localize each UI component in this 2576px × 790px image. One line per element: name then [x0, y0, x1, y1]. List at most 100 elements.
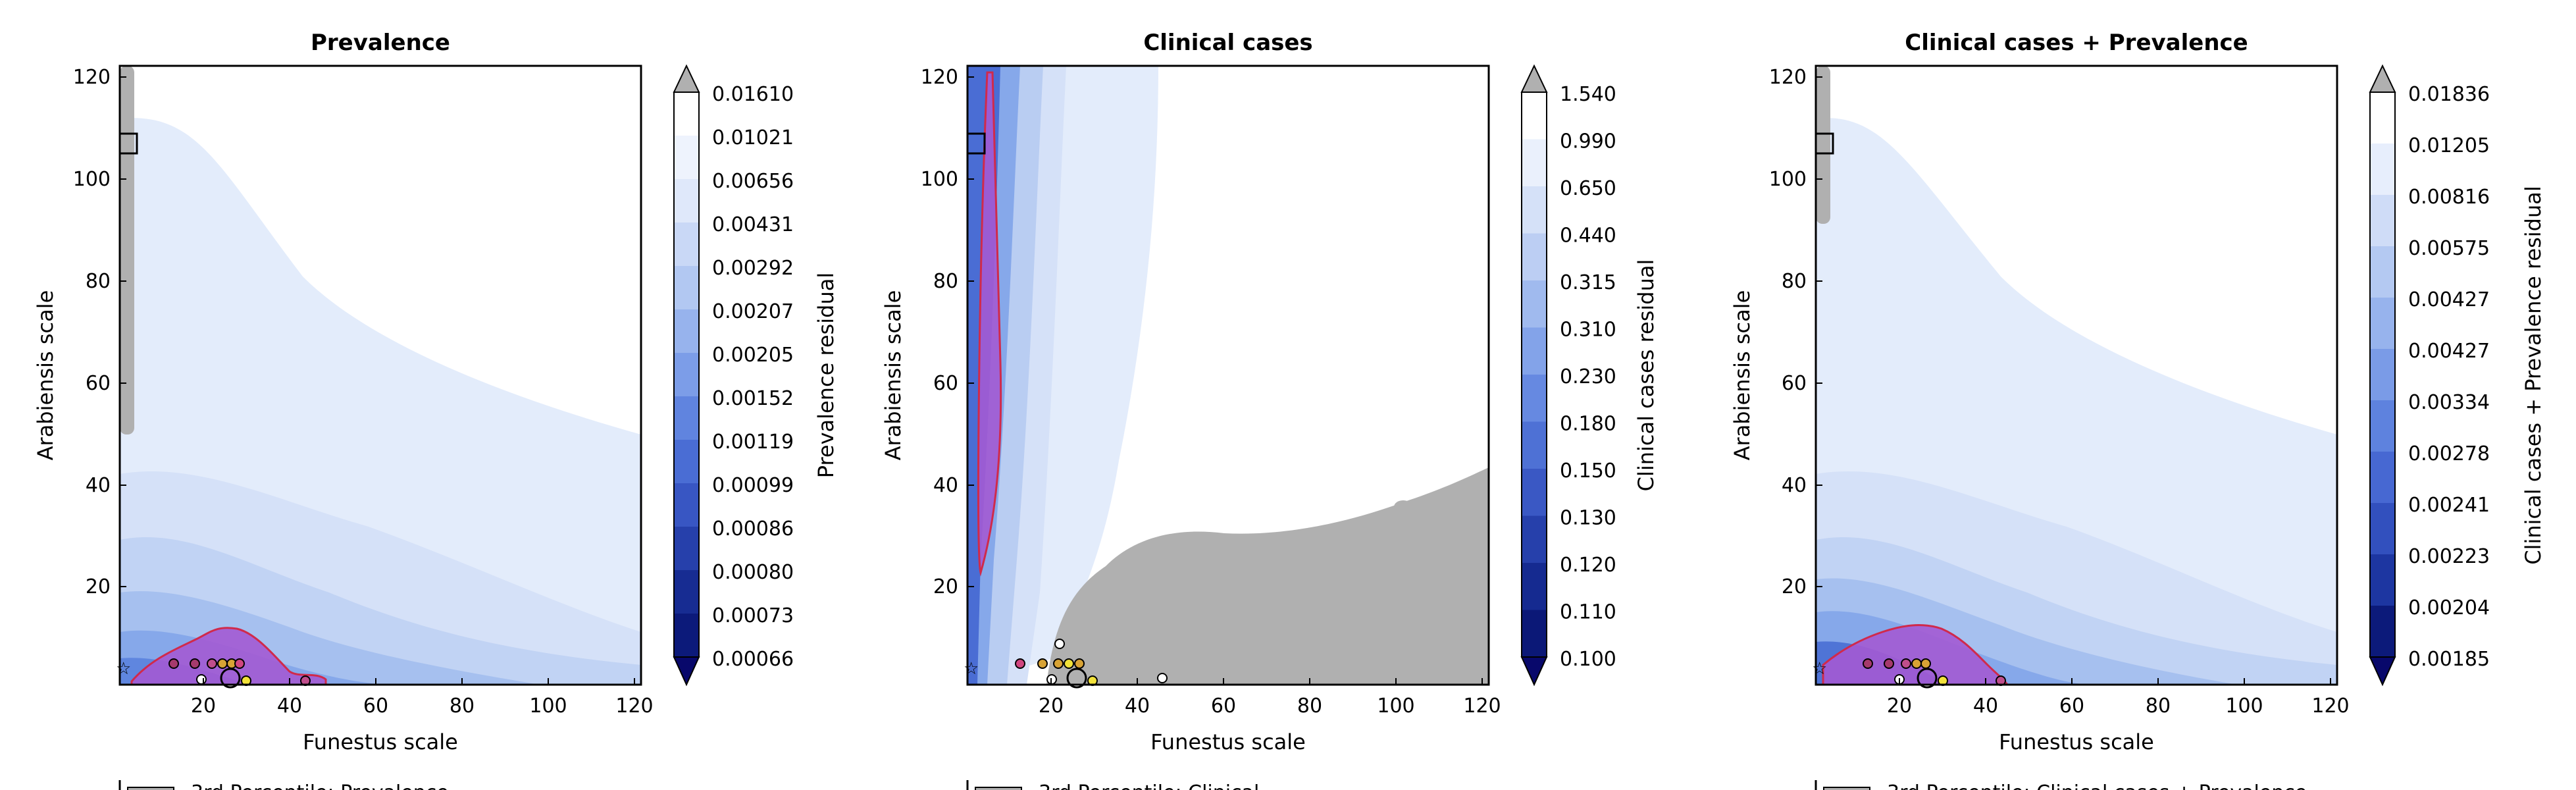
colorbar-label: Prevalence residual — [813, 273, 838, 479]
site-marker — [234, 658, 245, 669]
out-of-range-region — [1816, 66, 1830, 224]
x-tick-label: 60 — [363, 695, 388, 718]
y-tick-label: 60 — [933, 372, 958, 395]
site-marker — [1015, 658, 1025, 669]
colorbar-band — [1522, 233, 1547, 280]
legend-text: 3rd Percentile: Prevalence — [191, 781, 449, 790]
colorbar-extend-bottom — [2369, 656, 2396, 687]
y-tick-label: 80 — [933, 270, 958, 293]
colorbar-band — [2370, 349, 2395, 400]
y-tick-label: 100 — [921, 168, 958, 191]
y-axis: 20 40 60 80 100 120 Arabiensis scale — [881, 66, 974, 598]
legend-swatch — [127, 787, 174, 790]
colorbar-tick-label: 0.00292 — [712, 257, 794, 280]
colorbar-tick-label: 0.00431 — [712, 213, 794, 236]
colorbar-band — [674, 309, 699, 353]
colorbar-tick-label: 0.01205 — [2408, 134, 2490, 157]
site-marker — [1053, 658, 1064, 669]
colorbar-band — [674, 136, 699, 179]
site-marker — [1037, 658, 1048, 669]
x-axis-label: Funestus scale — [1150, 729, 1306, 754]
best-fit-marker — [120, 132, 138, 155]
colorbar-band — [674, 483, 699, 527]
colorbar-extend-top — [673, 64, 700, 93]
percentile-region — [1822, 624, 2009, 685]
best-fit-marker — [1816, 132, 1834, 155]
x-tick-label: 20 — [1887, 695, 1912, 718]
x-tick-label: 120 — [2311, 695, 2349, 718]
site-marker — [1054, 639, 1065, 649]
colorbar-tick-label: 0.00427 — [2408, 340, 2490, 363]
x-tick-label: 40 — [1973, 695, 1998, 718]
star-marker: ☆ — [964, 659, 979, 679]
plot-frame — [118, 65, 642, 686]
colorbar-band — [674, 396, 699, 440]
colorbar-tick-label: 0.00656 — [712, 170, 794, 193]
y-tick-label: 60 — [1782, 372, 1807, 395]
colorbar-tick-label: 0.00152 — [712, 387, 794, 410]
colorbar-band — [2370, 606, 2395, 657]
colorbar-tick-label: 0.00204 — [2408, 596, 2490, 619]
colorbar-band — [2370, 92, 2395, 144]
site-marker — [1064, 658, 1074, 669]
colorbar: 0.01836 0.01205 0.00816 0.00575 0.00427 … — [2369, 64, 2546, 687]
site-marker — [1911, 658, 1922, 669]
colorbar-extend-bottom — [1520, 656, 1548, 687]
y-tick-label: 100 — [1769, 168, 1807, 191]
y-tick-label: 100 — [73, 168, 111, 191]
colorbar-frame — [673, 92, 700, 658]
site-marker — [1920, 658, 1931, 669]
colorbar-tick-label: 0.440 — [1560, 224, 1616, 248]
colorbar-band — [1522, 92, 1547, 140]
colorbar-tick-label: 0.130 — [1560, 507, 1616, 530]
colorbar-band — [1522, 375, 1547, 422]
colorbar-band — [1522, 327, 1547, 375]
legend-text: 3rd Percentile: Clinical — [1039, 781, 1259, 790]
y-axis: 20 40 60 80 100 120 Arabiensis scale — [33, 66, 126, 598]
panel-prevalence: Prevalence ☆ — [33, 30, 838, 790]
y-tick-label: 20 — [86, 575, 111, 598]
colorbar-tick-label: 0.120 — [1560, 554, 1616, 577]
y-tick-label: 20 — [933, 575, 958, 598]
legend-swatch — [1823, 787, 1870, 790]
site-marker — [1901, 658, 1911, 669]
x-tick-label: 40 — [277, 695, 302, 718]
x-tick-label: 100 — [1377, 695, 1414, 718]
out-of-range-region — [120, 66, 134, 434]
colorbar-band — [2370, 195, 2395, 246]
colorbar-band — [2370, 554, 2395, 606]
colorbar-tick-label: 0.00073 — [712, 604, 794, 627]
colorbar-tick-label: 0.100 — [1560, 648, 1616, 671]
contour-field — [967, 66, 1489, 685]
chart-title: Clinical cases + Prevalence — [1905, 30, 2248, 56]
site-marker — [190, 658, 200, 669]
colorbar-band — [2370, 400, 2395, 452]
colorbar-tick-label: 0.00278 — [2408, 442, 2490, 465]
colorbar-tick-label: 0.01836 — [2408, 83, 2490, 106]
y-tick-label: 120 — [1769, 66, 1807, 89]
out-of-range-region — [1046, 467, 1489, 685]
colorbar-label: Clinical cases + Prevalence residual — [2521, 186, 2546, 564]
star-marker: ☆ — [1812, 659, 1827, 679]
plot-frame — [1815, 65, 2338, 686]
y-tick-label: 120 — [73, 66, 111, 89]
y-tick-label: 40 — [933, 474, 958, 497]
colorbar-tick-label: 0.00207 — [712, 300, 794, 323]
legend-swatch — [975, 787, 1022, 790]
colorbar-band — [674, 570, 699, 614]
site-marker — [1066, 668, 1087, 689]
x-tick-label: 100 — [529, 695, 567, 718]
colorbar-tick-label: 0.00427 — [2408, 288, 2490, 311]
colorbar-band — [2370, 246, 2395, 298]
x-tick-label: 120 — [1463, 695, 1501, 718]
colorbar-extend-top — [1520, 64, 1548, 93]
colorbar-band — [1522, 563, 1547, 610]
colorbar-tick-label: 0.00334 — [2408, 391, 2490, 414]
colorbar-tick-label: 0.00575 — [2408, 237, 2490, 260]
x-axis-label: Funestus scale — [1999, 729, 2154, 754]
x-axis: 20 40 60 80 100 120 Funestus scale — [1039, 678, 1501, 754]
colorbar-tick-label: 0.00080 — [712, 561, 794, 584]
x-tick-label: 60 — [2059, 695, 2084, 718]
colorbar-tick-label: 1.540 — [1560, 83, 1616, 106]
